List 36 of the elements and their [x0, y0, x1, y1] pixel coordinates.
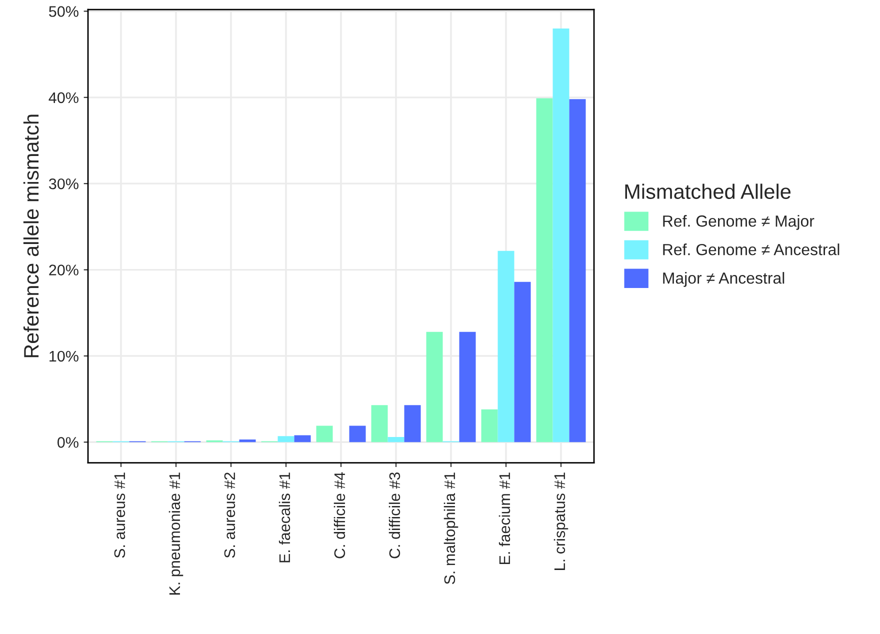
y-tick-label: 30% — [48, 178, 78, 190]
x-tick-label: E. faecium #1 — [498, 472, 510, 564]
legend-label: Ref. Genome ≠ Major — [663, 215, 814, 230]
bar — [569, 99, 586, 442]
bar — [316, 426, 333, 442]
x-tick-label: C. difficile #3 — [388, 472, 400, 558]
x-tick-label: S. aureus #1 — [114, 472, 126, 558]
bar — [552, 28, 570, 442]
x-tick-label: S. aureus #2 — [224, 472, 236, 558]
bar — [459, 332, 476, 442]
y-tick-label: 40% — [48, 92, 78, 104]
x-tick-label: E. faecalis #1 — [278, 472, 290, 562]
bar — [536, 98, 553, 442]
y-axis-title: Reference allele mismatch — [23, 114, 39, 358]
bar — [349, 426, 366, 442]
bar — [498, 250, 514, 442]
bar — [239, 440, 256, 442]
x-tick-label: L. crispatus #1 — [554, 472, 568, 570]
x-tick-label: K. pneumoniae #1 — [168, 472, 184, 595]
y-tick-label: 50% — [49, 6, 78, 17]
bar — [278, 436, 294, 442]
bar — [388, 436, 404, 442]
y-tick-label: 20% — [49, 264, 78, 276]
legend-label: Ref. Genome ≠ Ancestral — [663, 244, 840, 256]
legend-label: Major ≠ Ancestral — [663, 272, 784, 287]
bar — [514, 282, 531, 442]
bar — [481, 409, 498, 442]
bar — [404, 405, 421, 442]
bar — [426, 332, 443, 442]
x-tick-label: C. difficile #4 — [334, 472, 346, 558]
y-tick-label: 0% — [57, 437, 78, 448]
bar — [371, 405, 388, 442]
bar — [294, 435, 311, 442]
x-tick-label: S. maltophilia #1 — [444, 472, 458, 584]
legend-title: Mismatched Allele — [625, 184, 791, 199]
y-tick-label: 10% — [50, 350, 78, 362]
